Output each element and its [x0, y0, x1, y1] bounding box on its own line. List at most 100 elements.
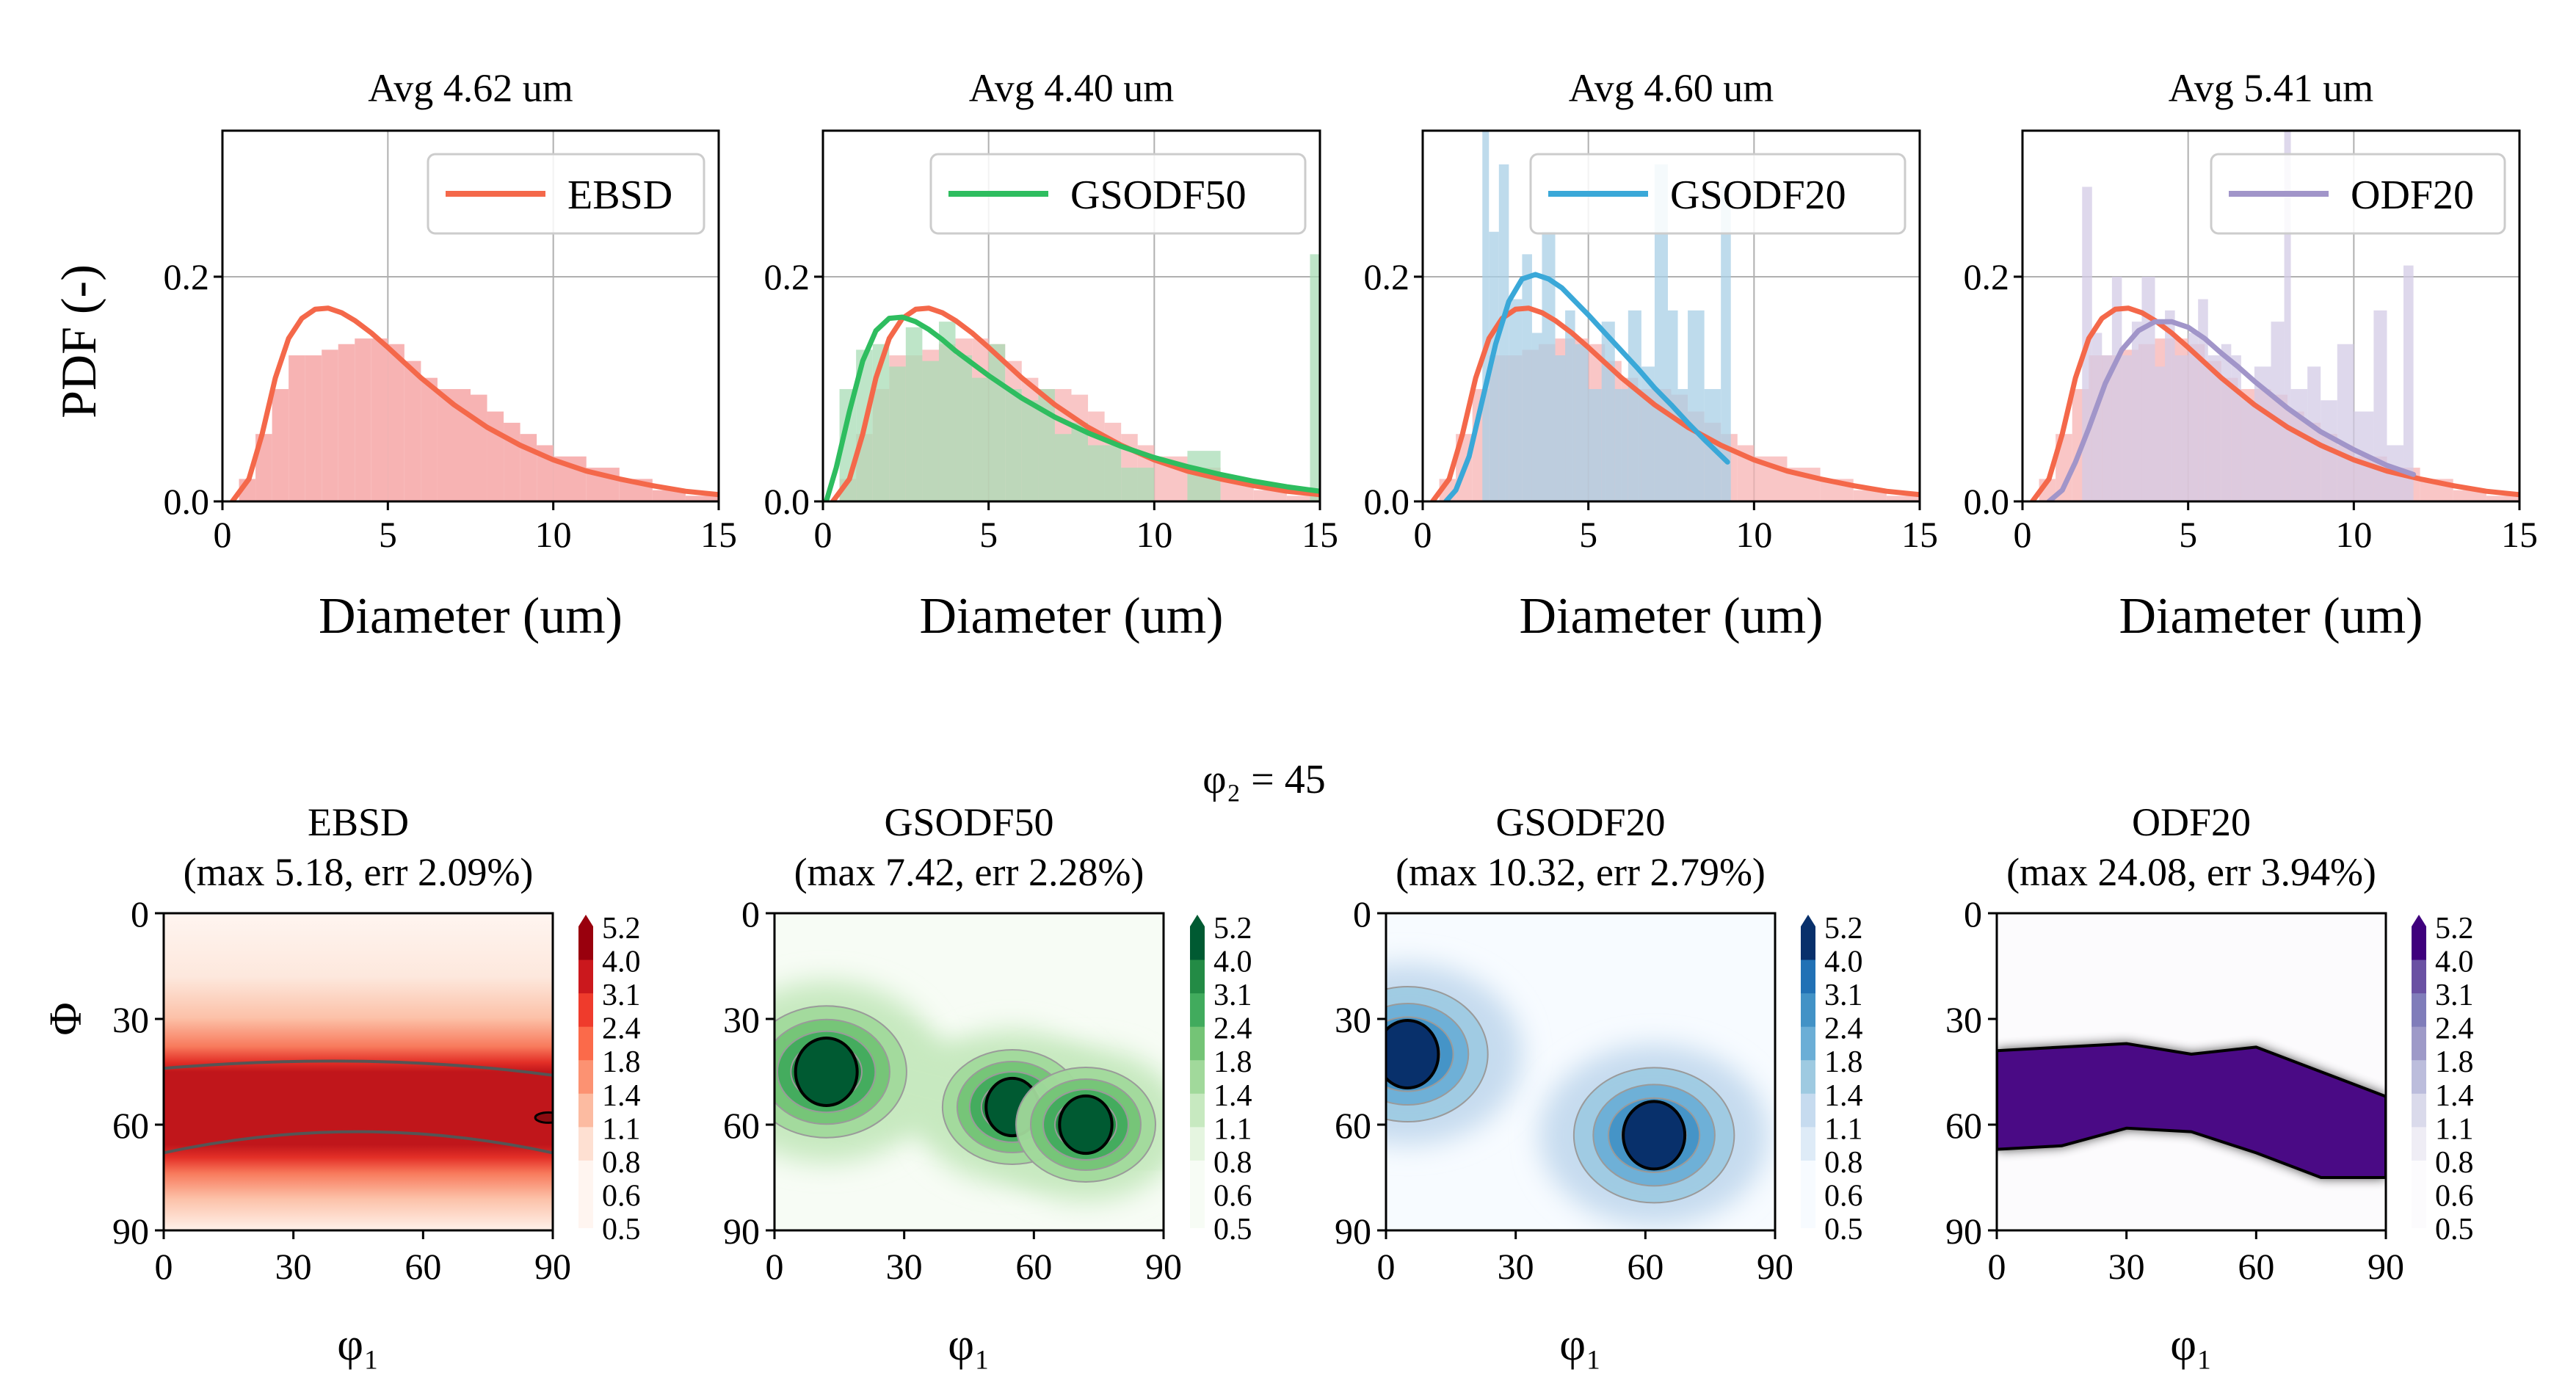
histogram-bar — [2337, 344, 2354, 501]
histogram-bar — [272, 388, 289, 501]
histogram — [230, 305, 719, 501]
colorbar-segment — [1801, 993, 1815, 1028]
colorbar-label: 0.8 — [1824, 1146, 1863, 1180]
colorbar-segment — [578, 926, 593, 961]
histogram-bar — [2188, 333, 2199, 501]
legend-label: EBSD — [567, 173, 672, 218]
colorbar-segment — [1801, 1127, 1815, 1161]
panel-title: Avg 4.62 um — [368, 66, 573, 110]
colorbar-segment — [578, 1127, 593, 1161]
y-tick-label: 60 — [112, 1105, 149, 1146]
colorbar-label: 0.5 — [1213, 1213, 1252, 1247]
histogram-bar — [2198, 299, 2208, 501]
colorbar-segment — [1190, 993, 1205, 1028]
heatmap-subtitle: (max 5.18, err 2.09%) — [184, 850, 534, 894]
histogram-bar — [437, 388, 454, 501]
histogram-bar — [1588, 388, 1602, 501]
series-line-ebsd — [830, 305, 1320, 501]
histogram-bar — [1482, 131, 1490, 501]
plot-frame — [1421, 129, 1921, 503]
histogram-bar — [504, 422, 520, 501]
y-tick-label: 60 — [1945, 1105, 1982, 1146]
histogram-bar — [2174, 355, 2188, 501]
histogram-bar — [371, 338, 388, 501]
x-tick-label: 5 — [379, 514, 397, 555]
plot-frame — [221, 129, 720, 503]
x-tick-label: 30 — [2108, 1246, 2145, 1287]
histogram-bar — [2284, 131, 2291, 501]
histogram-bar — [1654, 164, 1668, 501]
x-tick-label: 15 — [700, 514, 737, 555]
histogram-bar — [922, 360, 939, 501]
histogram — [824, 254, 1320, 501]
x-tick-label: 0 — [1377, 1246, 1396, 1287]
y-tick-label: 0 — [741, 893, 760, 935]
colorbar-label: 1.1 — [602, 1112, 641, 1146]
colorbar-segment — [1190, 1093, 1205, 1128]
colorbar-segment — [1190, 1194, 1205, 1228]
histogram-bar — [1677, 388, 1688, 501]
x-tick-label: 10 — [1735, 514, 1772, 555]
y-tick-label: 90 — [1945, 1211, 1982, 1252]
histogram-bar — [938, 322, 956, 501]
y-tick-label: 0.2 — [1964, 256, 2010, 297]
histogram-bar — [1498, 164, 1509, 501]
colorbar-label: 0.6 — [2435, 1179, 2474, 1213]
colorbar-label: 0.5 — [602, 1213, 641, 1247]
colorbar-label: 0.6 — [1213, 1179, 1252, 1213]
x-tick-label: 10 — [2335, 514, 2372, 555]
y-tick-label: 30 — [112, 999, 149, 1040]
histogram-bar — [1088, 445, 1122, 501]
histogram-bar — [355, 338, 371, 501]
x-axis-label: φ₁ — [948, 1320, 990, 1370]
colorbar-label: 2.4 — [2435, 1012, 2474, 1046]
panel-title: Avg 4.40 um — [969, 66, 1175, 110]
colorbar-label: 4.0 — [2435, 946, 2474, 979]
y-tick-label: 0.2 — [764, 256, 810, 297]
y-tick-label: 0 — [1964, 893, 1982, 935]
colorbar-label: 2.4 — [1824, 1012, 1863, 1046]
x-axis-label: Diameter (um) — [2119, 588, 2423, 645]
histogram-bar — [388, 344, 404, 501]
y-tick-label: 0 — [1353, 893, 1371, 935]
histogram-bar — [1542, 231, 1556, 501]
colorbar-label: 0.5 — [2435, 1213, 2474, 1247]
heatmap-field — [1386, 913, 1775, 1230]
x-axis-label: Diameter (um) — [1520, 588, 1824, 645]
plot-frame — [1995, 912, 2387, 1232]
histogram-bar — [1071, 422, 1089, 501]
colorbar-segment — [1801, 959, 1815, 995]
x-tick-label: 30 — [886, 1246, 923, 1287]
x-tick-label: 0 — [155, 1246, 173, 1287]
histogram-bar — [1509, 299, 1523, 501]
histogram-bar — [1614, 388, 1628, 501]
colorbar-label: 3.1 — [602, 979, 641, 1012]
histogram-bar — [2221, 344, 2232, 501]
heatmap-title: ODF20 — [2132, 800, 2251, 844]
colorbar-label: 1.4 — [602, 1079, 641, 1113]
heatmap-subtitle: (max 24.08, err 3.94%) — [2006, 850, 2376, 894]
histogram-bar — [2271, 322, 2285, 501]
histogram-bar — [1489, 231, 1499, 501]
colorbar-label: 1.8 — [2435, 1045, 2474, 1079]
colorbar-label: 5.2 — [1213, 912, 1252, 946]
y-tick-label: 0.0 — [1364, 481, 1410, 522]
colorbar-label: 1.4 — [1213, 1079, 1252, 1113]
colorbar-label: 0.5 — [1824, 1213, 1863, 1247]
colorbar: 5.24.03.12.41.81.41.10.80.60.5 — [1190, 912, 1252, 1247]
histogram-bar — [1054, 434, 1072, 501]
pdf-panel-3: 0 5 10 15 0.0 0.2 Avg 4.60 um Diameter (um) GSOD… — [1364, 66, 1939, 645]
histogram-bar — [889, 366, 906, 501]
colorbar-segment — [2412, 1160, 2426, 1195]
heatmap-field — [774, 913, 1164, 1230]
x-tick-label: 10 — [535, 514, 572, 555]
plot-frame — [821, 129, 1321, 503]
y-tick-label: 0 — [131, 893, 149, 935]
histogram-bar — [1310, 254, 1320, 501]
histogram-bar — [2254, 366, 2271, 501]
histogram-bar — [2486, 496, 2519, 501]
x-tick-label: 60 — [404, 1246, 441, 1287]
